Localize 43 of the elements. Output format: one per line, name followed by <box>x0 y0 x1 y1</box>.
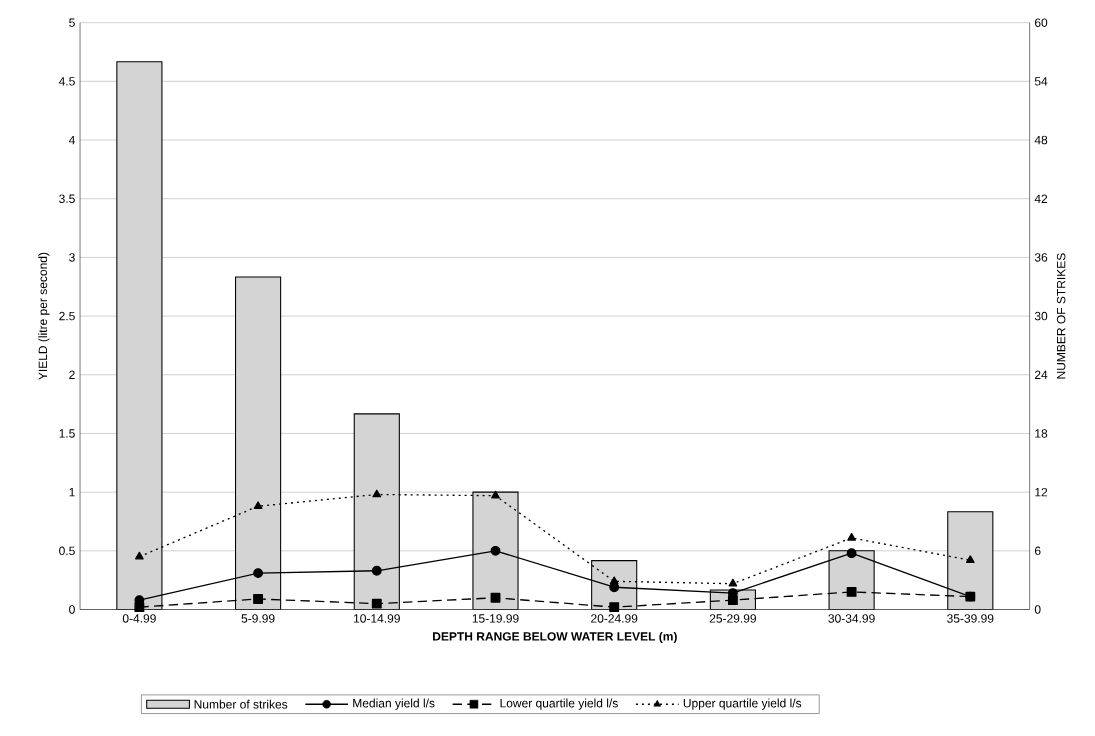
y-tick-label: 2.5 <box>59 311 75 321</box>
x-tick-label: 15-19.99 <box>472 614 519 623</box>
y-tick-label: 0.5 <box>59 546 75 555</box>
x-tick-label: 10-14.99 <box>354 614 400 623</box>
y-axis-title: YIELD (litre per second) <box>38 252 50 380</box>
bar <box>828 550 875 610</box>
legend-label: Lower quartile yield l/s <box>500 698 618 710</box>
x-tick-label: 35-39.99 <box>947 614 994 623</box>
legend-label: Median yield l/s <box>353 698 435 710</box>
y2-tick-label: 48 <box>1034 135 1048 145</box>
x-tick-label: 25-29.99 <box>709 614 757 623</box>
y-tick-label: 5 <box>69 18 75 27</box>
y-tick-label: 3.5 <box>59 194 75 203</box>
y2-tick-label: 36 <box>1034 253 1048 262</box>
x-axis-title: DEPTH RANGE BELOW WATER LEVEL (m) <box>433 631 677 643</box>
x-tick-label: 20-24.99 <box>591 614 638 623</box>
y2-tick-label: 54 <box>1034 77 1048 86</box>
y-tick-label: 1 <box>69 487 75 497</box>
y-tick-label: 3 <box>69 253 75 262</box>
x-tick-label: 0-4.99 <box>122 614 156 623</box>
bar <box>472 491 519 610</box>
y2-tick-label: 24 <box>1034 370 1048 379</box>
x-tick-label: 5-9.99 <box>241 614 275 623</box>
x-tick-label: 30-34.99 <box>828 614 875 623</box>
y-tick-label: 0 <box>69 605 75 614</box>
y-tick-label: 1.5 <box>59 429 75 438</box>
bar <box>947 511 994 610</box>
y-tick-label: 4.5 <box>58 77 75 86</box>
bar <box>235 276 282 610</box>
legend-label: Number of strikes <box>194 699 288 709</box>
y2-tick-label: 0 <box>1034 605 1041 614</box>
y-tick-label: 2 <box>69 370 75 379</box>
y2-tick-label: 60 <box>1034 18 1048 27</box>
y2-tick-label: 42 <box>1034 194 1048 203</box>
y-tick-label: 4 <box>68 135 75 145</box>
bar <box>116 61 163 610</box>
y2-tick-label: 12 <box>1035 487 1048 497</box>
bar <box>353 413 400 610</box>
y2-tick-label: 30 <box>1034 311 1048 321</box>
y2-tick-label: 6 <box>1034 546 1041 555</box>
y2-axis-title: NUMBER OF STRIKES <box>1056 253 1066 379</box>
y2-tick-label: 18 <box>1035 429 1048 438</box>
legend-label: Upper quartile yield l/s <box>683 698 802 710</box>
